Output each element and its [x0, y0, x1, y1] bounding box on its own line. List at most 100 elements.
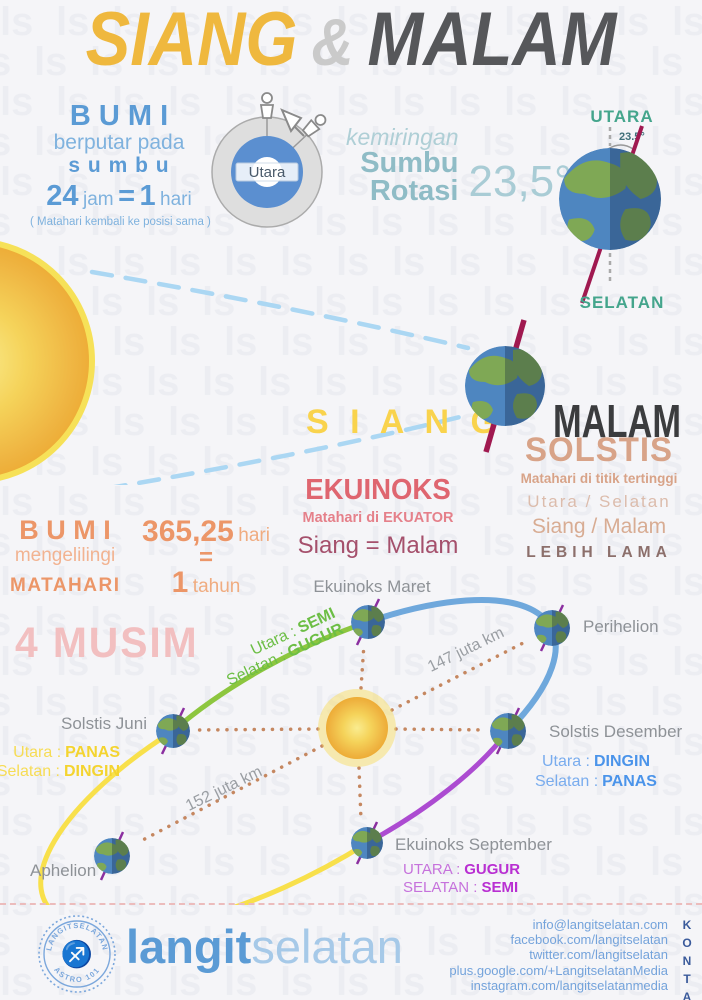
- solstis-heading: SOLSTIS: [525, 431, 673, 469]
- earth-icon: [534, 610, 570, 646]
- title-ampersand: &: [311, 5, 354, 79]
- earth-icon: [351, 827, 383, 859]
- rotation-diagram: Utara: [211, 92, 327, 228]
- tilt-value: 23,5°: [468, 157, 572, 207]
- season-label-juni: Utara : PANAS Selatan : DINGIN: [0, 744, 120, 780]
- rotation-equals: =: [118, 179, 135, 212]
- revolution-days: 365,25 hari: [142, 515, 270, 548]
- brand-selatan: selatan: [251, 920, 403, 973]
- rotation-arrow-icon: [280, 108, 303, 133]
- email-link[interactable]: info@langitselatan.com: [532, 917, 668, 932]
- solstis-line2: Utara / Selatan: [527, 491, 671, 511]
- ekuinoks-line1: Matahari di EKUATOR: [302, 510, 454, 526]
- distance-dotted-lines: [137, 639, 529, 844]
- distance-perihelion: 147 juta km: [425, 624, 507, 676]
- svg-text:Selatan :PANAS: Selatan : PANAS: [535, 773, 657, 790]
- revolution-facts: B U M I mengelilingi MATAHARI 365,25 har…: [10, 515, 276, 599]
- brand-logo: langitselatan: [126, 923, 403, 970]
- earth-icon: [94, 838, 130, 874]
- orbit-label-aphelion: Aphelion: [30, 861, 96, 880]
- page-title: SIANG & MALAM: [42, 2, 660, 78]
- south-label: SELATAN: [580, 293, 665, 312]
- earth-icon: [465, 346, 545, 426]
- revolution-years: 1 tahun: [171, 565, 241, 599]
- ekuinoks-heading: EKUINOKS: [305, 474, 451, 506]
- pole-label: Utara: [249, 164, 286, 181]
- orbit-arc-blue: [367, 596, 559, 734]
- solstis-line3: Siang / Malam: [531, 514, 667, 538]
- person-icon: [259, 92, 275, 119]
- day-night-diagram: S I A N G MALAM: [0, 241, 681, 485]
- utara-label-box: [235, 162, 299, 182]
- rotation-line1: berputar pada: [53, 131, 185, 155]
- rotation-days-unit: hari: [160, 188, 192, 210]
- orbit-arc-yellow: [38, 728, 369, 905]
- ekuinoks-facts: EKUINOKS Matahari di EKUATOR Siang = Mal…: [288, 476, 468, 558]
- seasons-heading: 4 MUSIM: [15, 619, 199, 667]
- tilt-line1: kemiringan: [346, 124, 459, 150]
- orbit-label-desember: Solstis Desember: [549, 722, 683, 741]
- sun-icon: [0, 241, 95, 481]
- orbit-arc-green: [171, 619, 369, 733]
- svg-text:Selatan :DINGIN: Selatan : DINGIN: [0, 763, 120, 780]
- rotation-heading: B U M I: [69, 100, 169, 132]
- rotation-hours-unit: jam: [82, 188, 114, 210]
- orbit-label-maret: Ekuinoks Maret: [313, 577, 430, 596]
- rotation-days: 1: [139, 179, 156, 212]
- person-icon: [301, 114, 327, 138]
- rotation-hours: 24: [46, 179, 79, 212]
- footer: · LANGITSELATAN · ASTRO 101 ♐ langitsela…: [0, 903, 702, 1000]
- svg-text:SELATAN :SEMI: SELATAN : SEMI: [403, 879, 518, 896]
- earth-icon: [156, 714, 190, 748]
- revolution-line1: mengelilingi: [14, 544, 116, 566]
- orbit-arc-purple: [365, 729, 510, 846]
- solstis-facts: SOLSTIS Matahari di titik tertinggi Utar…: [503, 433, 695, 560]
- earth-icon: [351, 605, 385, 639]
- tilt-angle-arc: [607, 144, 634, 150]
- tilt-line2: Sumbu: [360, 146, 459, 179]
- langitselatan-stamp-icon: · LANGITSELATAN · ASTRO 101 ♐: [36, 913, 116, 993]
- rotation-line2: s u m b u: [68, 153, 170, 177]
- kontak-label: KONTAK: [680, 918, 694, 1000]
- title-siang: SIANG: [85, 0, 298, 82]
- tilted-earth-diagram: UTARA 23.5° SELATAN: [545, 107, 665, 312]
- orbit-label-september: Ekuinoks September: [395, 835, 552, 854]
- googleplus-link[interactable]: plus.google.com/+LangitselatanMedia: [449, 962, 668, 978]
- tilt-line3: Rotasi: [369, 174, 459, 207]
- rotation-facts: B U M I berputar pada s u m b u 24 jam =…: [30, 100, 211, 228]
- solstis-line4: LEBIH LAMA: [526, 543, 672, 561]
- centaur-icon: ♐: [61, 939, 93, 969]
- north-label: UTARA: [590, 107, 653, 126]
- contact-links: info@langitselatan.com facebook.com/lang…: [449, 917, 668, 993]
- svg-text:Utara :DINGIN: Utara : DINGIN: [542, 753, 650, 770]
- brand-langit: langit: [126, 920, 252, 973]
- distance-aphelion: 152 juta km: [183, 763, 265, 815]
- tilt-facts: kemiringan Sumbu Rotasi 23,5°: [346, 124, 572, 207]
- orbit-label-perihelion: Perihelion: [583, 617, 659, 636]
- twitter-link[interactable]: twitter.com/langitselatan: [529, 947, 668, 963]
- sun-icon: [326, 697, 388, 759]
- facebook-link[interactable]: facebook.com/langitselatan: [510, 932, 668, 948]
- instagram-link[interactable]: instagram.com/langitselatanmedia: [470, 977, 668, 993]
- svg-text:UTARA :GUGUR: UTARA : GUGUR: [403, 861, 520, 878]
- rotation-note: ( Matahari kembali ke posisi sama ): [30, 215, 211, 228]
- malam-label: MALAM: [553, 395, 681, 447]
- sun-ray-dashed: [89, 269, 471, 351]
- rotation-equation: 24 jam = 1 hari: [30, 179, 208, 212]
- siang-label: S I A N G: [306, 403, 503, 441]
- season-label-september: UTARA : GUGUR SELATAN : SEMI: [403, 861, 520, 896]
- sun-ray-dashed: [113, 411, 475, 485]
- ekuinoks-line2: Siang = Malam: [297, 531, 459, 559]
- orbit-label-juni: Solstis Juni: [61, 714, 147, 733]
- svg-text:Utara :PANAS: Utara : PANAS: [13, 744, 120, 761]
- title-malam: MALAM: [367, 0, 617, 82]
- orbit-diagram: Ekuinoks Maret Perihelion Solstis Desemb…: [0, 577, 683, 905]
- revolution-heading: B U M I: [19, 515, 111, 545]
- earth-icon: [490, 713, 526, 749]
- season-label-green: Utara :SEMI Selatan :GUGUR: [224, 605, 346, 689]
- solstis-line1: Matahari di titik tertinggi: [520, 471, 678, 486]
- revolution-line2: MATAHARI: [10, 574, 121, 596]
- season-label-desember: Utara : DINGIN Selatan : PANAS: [535, 753, 657, 790]
- revolution-equals: =: [198, 543, 213, 571]
